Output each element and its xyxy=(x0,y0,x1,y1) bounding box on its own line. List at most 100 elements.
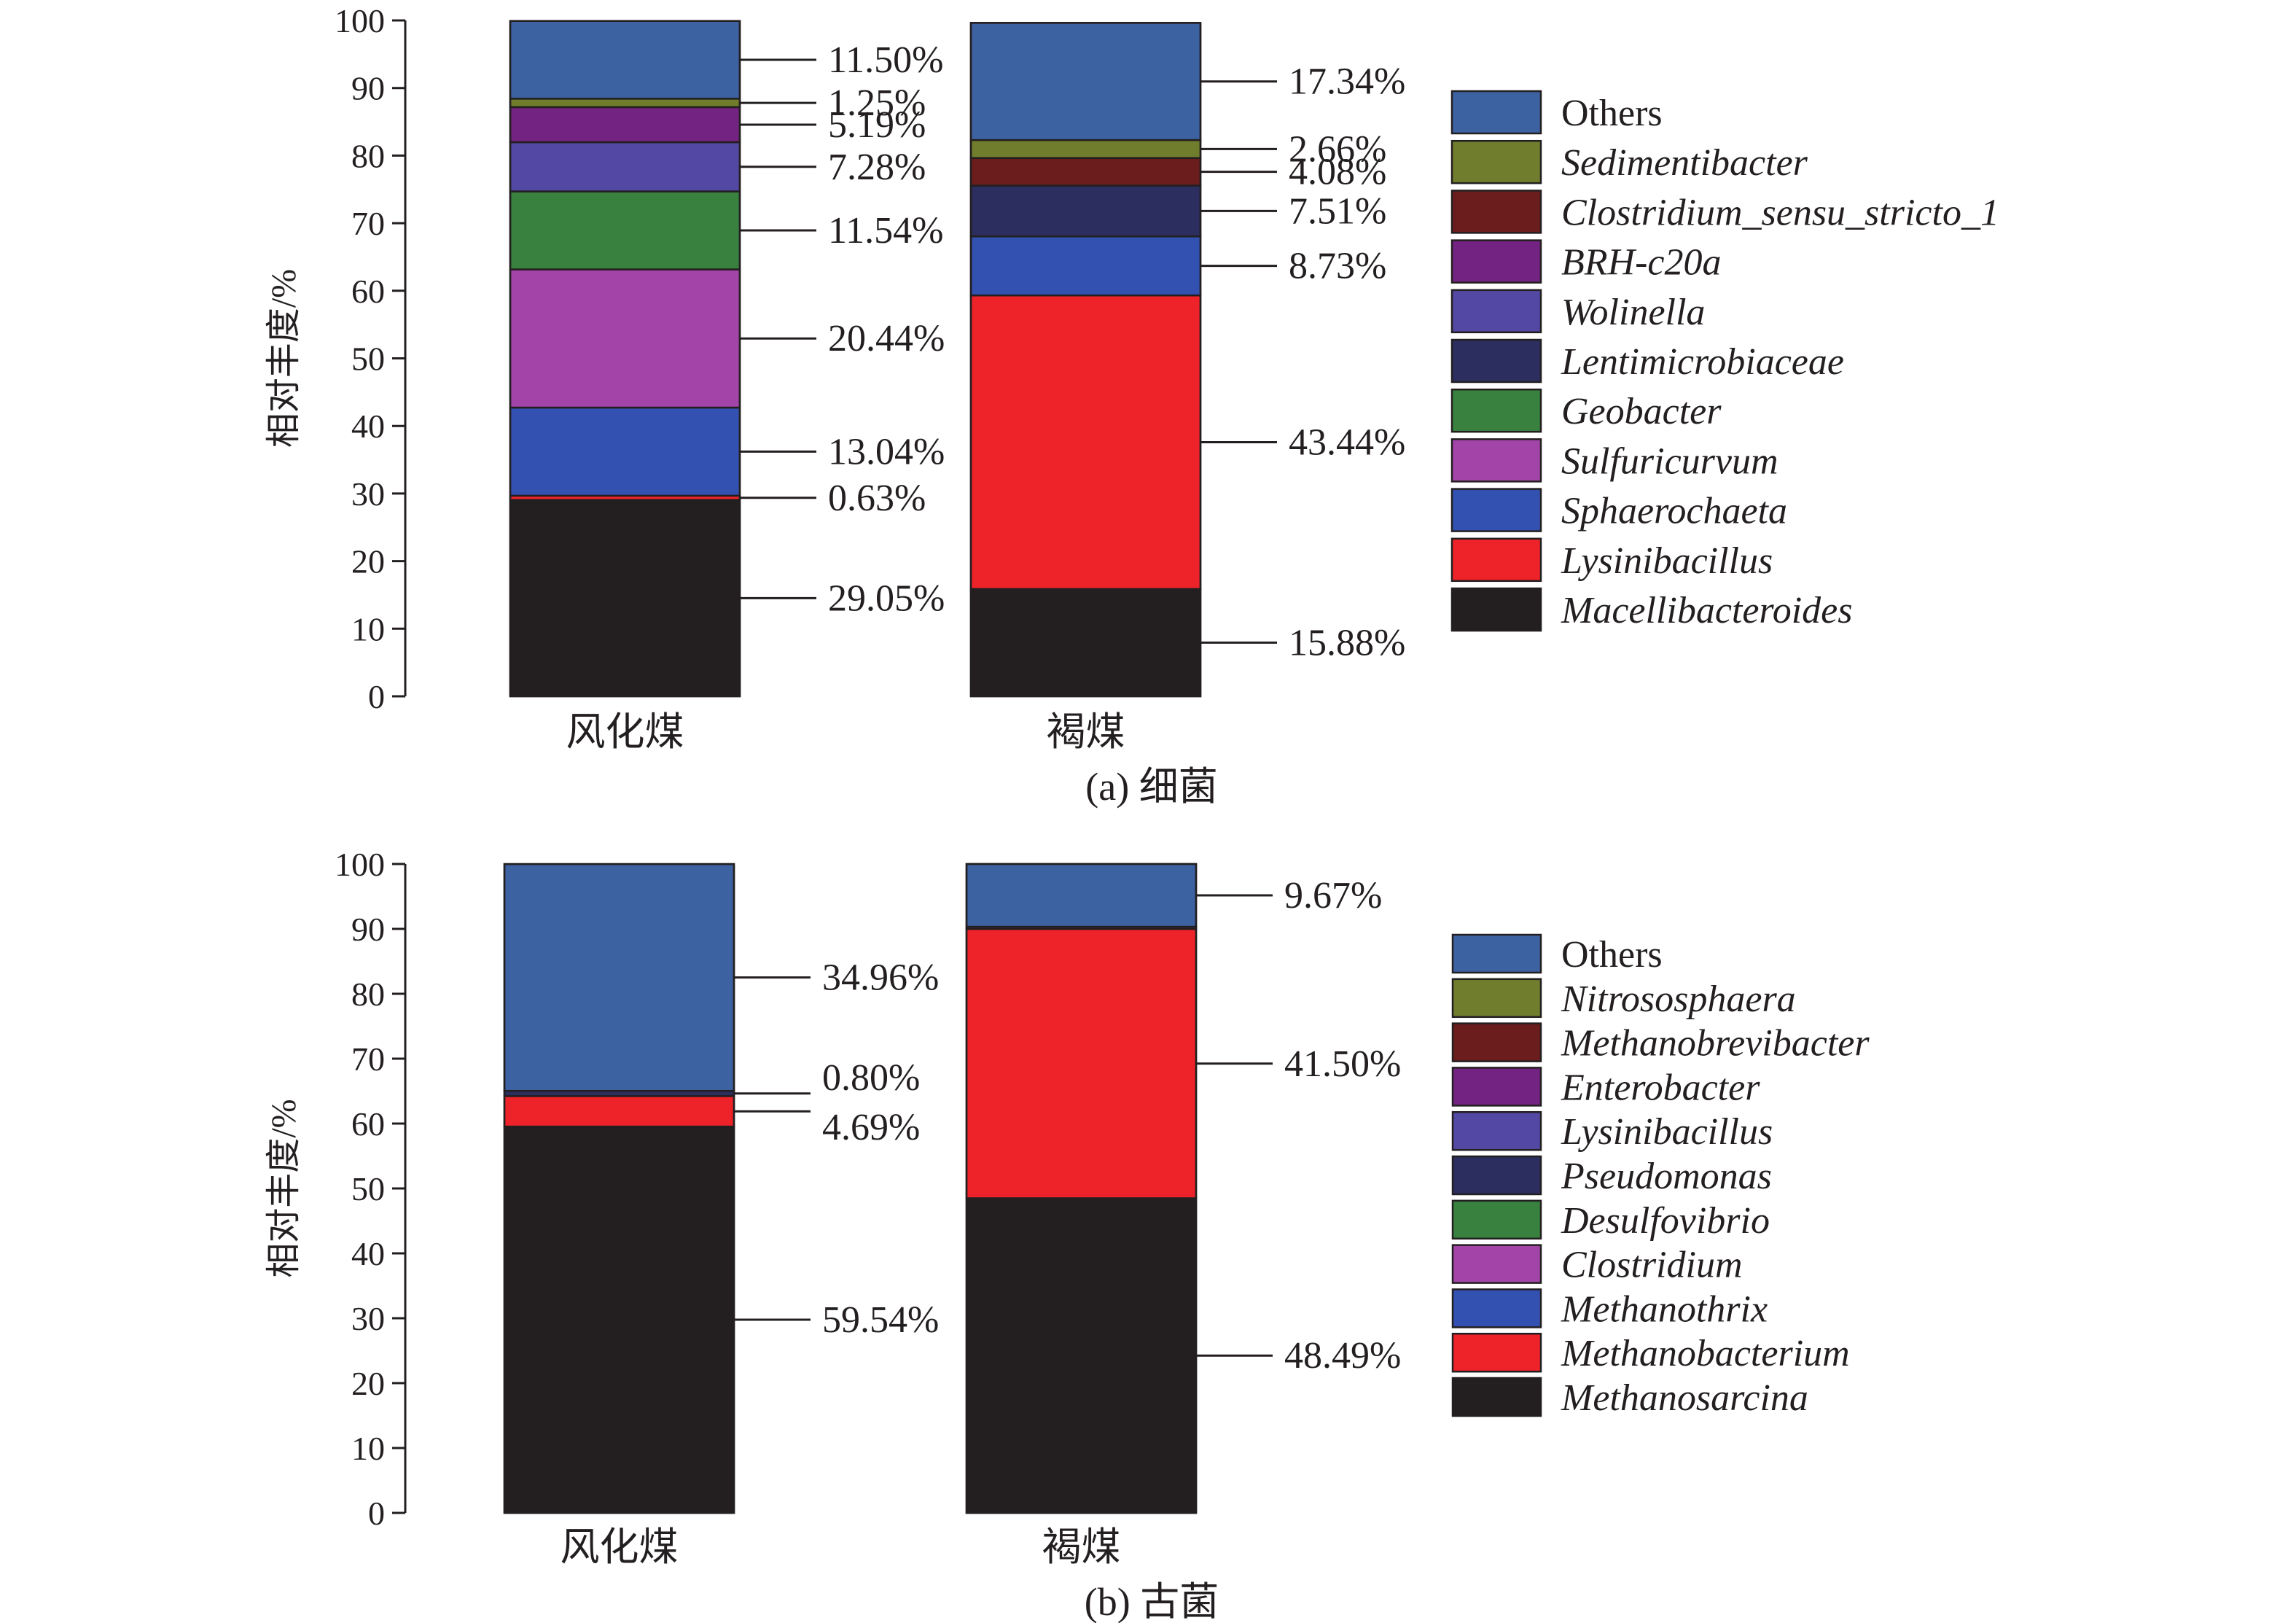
legend-label: Methanobacterium xyxy=(1561,1333,1850,1374)
bar-segment-风化煤-Methanobacterium xyxy=(503,1095,735,1128)
legend-label: Methanothrix xyxy=(1561,1288,1768,1330)
panel-caption: (a) 细菌 xyxy=(1085,765,1217,809)
legend-swatch xyxy=(1450,239,1542,284)
legend-swatch xyxy=(1451,1377,1542,1417)
bar-segment-风化煤-Macellibacteroides xyxy=(509,499,741,698)
segment-value-label: 0.80% xyxy=(822,1057,920,1099)
y-tick-label: 90 xyxy=(351,911,385,948)
y-tick-label: 100 xyxy=(335,2,385,39)
panel-caption: (b) 古菌 xyxy=(1085,1580,1219,1623)
y-tick-label: 60 xyxy=(351,273,385,310)
segment-value-label: 15.88% xyxy=(1289,622,1405,663)
segment-value-label: 34.96% xyxy=(822,957,939,999)
legend-swatch xyxy=(1450,139,1542,184)
legend-swatch xyxy=(1451,1244,1542,1284)
bar-segment-风化煤-Wolinella xyxy=(509,141,741,192)
y-tick-label: 20 xyxy=(351,543,385,580)
bar-segment-风化煤-Others xyxy=(509,20,741,100)
y-tick-label: 90 xyxy=(351,70,385,107)
bar-segment-褐煤-Sedimentibacter xyxy=(969,139,1202,159)
y-tick-label: 50 xyxy=(351,1170,385,1207)
bar-outline xyxy=(503,863,735,1514)
legend-label: Enterobacter xyxy=(1561,1067,1760,1108)
bar-segment-褐煤-Clostridium_sensu_stricto_1 xyxy=(969,157,1202,187)
bar-segment-褐煤-Lysinibacillus xyxy=(969,294,1202,591)
segment-value-label: 1.25% xyxy=(828,82,926,124)
segment-value-label: 48.49% xyxy=(1284,1335,1401,1377)
legend-label: Sulfuricurvum xyxy=(1561,440,1778,482)
legend-label: Methanobrevibacter xyxy=(1561,1023,1870,1065)
legend-label: Wolinella xyxy=(1561,292,1705,333)
panel-b-archaea-chart: 0 10 20 30 40 50 60 70 80 90 100 相对丰度/% 59.54% 4.69% 0… xyxy=(265,846,1870,1623)
x-category-label: 风化煤 xyxy=(566,710,684,754)
legend-swatch xyxy=(1450,338,1542,384)
legend-label: Geobacter xyxy=(1561,391,1722,432)
y-tick-label: 10 xyxy=(351,610,385,647)
segment-value-label: 59.54% xyxy=(822,1299,939,1341)
legend-label: Others xyxy=(1561,93,1663,134)
legend-swatch xyxy=(1451,1288,1542,1328)
legend-label: Lentimicrobiaceae xyxy=(1561,341,1844,383)
panel-a-bacteria-chart: 0 10 20 30 40 50 60 70 80 90 100 相对丰度/% 29.05% 0.63% 1… xyxy=(265,2,1999,809)
bar-outline xyxy=(965,863,1198,1514)
bar-segment-风化煤-Sedimentibacter xyxy=(509,98,741,109)
y-tick-label: 100 xyxy=(335,846,385,883)
legend-label: BRH-c20a xyxy=(1561,242,1721,284)
bar-segment-风化煤-BRH-c20a xyxy=(509,106,741,144)
bar-segment-风化煤-Geobacter xyxy=(509,190,741,270)
bar-segment-风化煤-Sulfuricurvum xyxy=(509,268,741,409)
segment-value-label: 2.66% xyxy=(1289,128,1386,170)
y-tick-label: 0 xyxy=(368,678,385,715)
legend-swatch xyxy=(1450,388,1542,433)
bar-segment-褐煤-Macellibacteroides xyxy=(969,588,1202,698)
segment-value-label: 0.63% xyxy=(828,478,926,519)
legend-swatch xyxy=(1451,1199,1542,1240)
y-tick-label: 70 xyxy=(351,205,385,242)
y-tick-label: 40 xyxy=(351,408,385,445)
bar-segment-褐煤-Sphaerochaeta xyxy=(969,235,1202,297)
y-tick-label: 50 xyxy=(351,340,385,378)
segment-value-label: 17.34% xyxy=(1289,61,1405,103)
bar-outline xyxy=(969,22,1202,698)
y-tick-label: 30 xyxy=(351,1300,385,1337)
legend-label: Others xyxy=(1561,934,1663,976)
segment-value-label: 29.05% xyxy=(828,577,945,619)
legend-label: Nitrososphaera xyxy=(1561,978,1796,1020)
segment-value-label: 7.51% xyxy=(1289,190,1386,232)
segment-value-label: 4.08% xyxy=(1289,152,1386,193)
y-axis-label: 相对丰度/% xyxy=(265,1099,303,1277)
legend-label: Desulfovibrio xyxy=(1561,1200,1770,1242)
segment-value-label: 9.67% xyxy=(1284,875,1382,916)
legend-label: Clostridium_sensu_stricto_1 xyxy=(1561,192,1999,233)
bar-segment-褐煤-Methanosarcina xyxy=(965,1197,1198,1514)
legend-label: Lysinibacillus xyxy=(1561,1111,1773,1153)
y-tick-label: 0 xyxy=(368,1495,385,1532)
segment-value-label: 20.44% xyxy=(828,318,945,359)
bar-outline xyxy=(509,20,741,698)
y-tick-label: 10 xyxy=(351,1430,385,1467)
legend-swatch xyxy=(1451,1110,1542,1151)
x-category-label: 褐煤 xyxy=(1042,1525,1121,1569)
y-tick-label: 60 xyxy=(351,1105,385,1143)
segment-value-label: 4.69% xyxy=(822,1107,920,1148)
y-tick-label: 30 xyxy=(351,475,385,513)
legend-swatch xyxy=(1451,1155,1542,1196)
bar-segment-风化煤-Methanosarcina xyxy=(503,1125,735,1514)
segment-value-label: 11.50% xyxy=(828,39,943,81)
legend-label: Methanosarcina xyxy=(1561,1377,1808,1419)
legend-swatch xyxy=(1451,1332,1542,1373)
legend-swatch xyxy=(1451,1067,1542,1107)
segment-value-label: 8.73% xyxy=(1289,246,1386,287)
segment-value-label: 43.44% xyxy=(1289,421,1405,463)
legend-swatch xyxy=(1451,978,1542,1019)
bar-segment-褐煤-Lentimicrobiaceae xyxy=(969,184,1202,238)
legend-swatch xyxy=(1450,537,1542,583)
legend-swatch xyxy=(1450,90,1542,135)
segment-value-label: 7.28% xyxy=(828,147,926,188)
legend-swatch xyxy=(1451,933,1542,974)
legend-swatch xyxy=(1450,488,1542,532)
legend-label: Sphaerochaeta xyxy=(1561,491,1787,532)
legend-label: Pseudomonas xyxy=(1561,1156,1772,1197)
y-tick-label: 80 xyxy=(351,137,385,174)
